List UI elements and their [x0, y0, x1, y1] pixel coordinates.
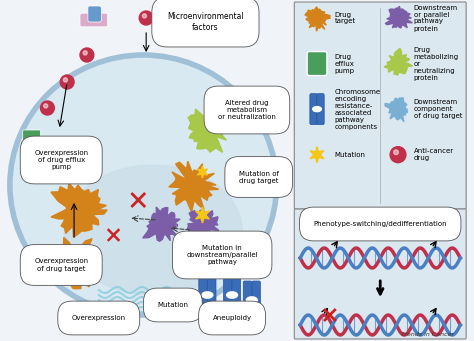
Text: Overexpression: Overexpression: [72, 315, 126, 321]
Text: Mutation of
drug target: Mutation of drug target: [239, 170, 279, 183]
Ellipse shape: [227, 292, 237, 298]
Text: Mutation in
downstream/parallel
pathway: Mutation in downstream/parallel pathway: [186, 245, 258, 265]
Text: Anti-cancer
drug: Anti-cancer drug: [414, 148, 454, 161]
Circle shape: [390, 147, 406, 163]
Polygon shape: [187, 209, 219, 244]
Polygon shape: [385, 6, 412, 28]
Polygon shape: [47, 237, 100, 289]
Circle shape: [169, 34, 173, 38]
Text: ⚡: ⚡: [179, 288, 188, 301]
Circle shape: [44, 104, 48, 108]
FancyBboxPatch shape: [243, 281, 252, 319]
FancyBboxPatch shape: [310, 94, 317, 124]
Polygon shape: [169, 161, 219, 212]
Text: Phenotype-switching/dedifferentiation: Phenotype-switching/dedifferentiation: [313, 221, 447, 227]
Text: Drug
metabolizing
or
neutralizing
protein: Drug metabolizing or neutralizing protei…: [414, 47, 459, 80]
Polygon shape: [197, 166, 208, 178]
FancyBboxPatch shape: [232, 276, 241, 314]
Text: Overexpression
of drug efflux
pump: Overexpression of drug efflux pump: [34, 150, 88, 170]
FancyBboxPatch shape: [88, 6, 101, 22]
Text: Downstream
or parallel
pathway
protein: Downstream or parallel pathway protein: [414, 4, 458, 31]
Ellipse shape: [10, 55, 276, 315]
Ellipse shape: [64, 165, 242, 295]
Circle shape: [142, 14, 146, 18]
Text: Trends in Cancer: Trends in Cancer: [401, 332, 454, 337]
Text: Drug
target: Drug target: [335, 12, 356, 25]
Text: Altered drug
metabolism
or neutralization: Altered drug metabolism or neutralizatio…: [218, 100, 276, 120]
Text: Microenvironmental
factors: Microenvironmental factors: [167, 12, 244, 32]
FancyBboxPatch shape: [294, 209, 466, 339]
Polygon shape: [310, 147, 324, 163]
Text: Drug
efflux
pump: Drug efflux pump: [335, 54, 355, 74]
FancyBboxPatch shape: [208, 276, 216, 314]
Circle shape: [40, 101, 55, 115]
Circle shape: [394, 150, 399, 155]
FancyBboxPatch shape: [199, 276, 207, 314]
FancyBboxPatch shape: [224, 276, 232, 314]
Polygon shape: [305, 7, 330, 31]
FancyBboxPatch shape: [23, 130, 40, 144]
FancyBboxPatch shape: [23, 148, 40, 162]
Circle shape: [80, 48, 94, 62]
Text: Downstream
component
of drug target: Downstream component of drug target: [414, 99, 462, 119]
Polygon shape: [384, 48, 412, 75]
Text: Mutation: Mutation: [335, 152, 366, 158]
Polygon shape: [196, 207, 210, 223]
Ellipse shape: [246, 297, 257, 303]
Ellipse shape: [202, 292, 213, 298]
FancyBboxPatch shape: [307, 51, 327, 76]
Circle shape: [166, 31, 180, 45]
Text: Overexpression
of drug target: Overexpression of drug target: [34, 258, 88, 271]
Circle shape: [83, 51, 87, 55]
Ellipse shape: [313, 107, 321, 112]
Polygon shape: [385, 98, 408, 122]
Polygon shape: [143, 207, 180, 241]
Circle shape: [64, 78, 67, 82]
Polygon shape: [51, 183, 107, 237]
Text: Chromosome
encoding
resistance-
associated
pathway
components: Chromosome encoding resistance- associat…: [335, 89, 381, 130]
FancyBboxPatch shape: [294, 2, 466, 209]
FancyBboxPatch shape: [317, 94, 324, 124]
FancyBboxPatch shape: [23, 166, 40, 180]
FancyBboxPatch shape: [252, 281, 260, 319]
Circle shape: [60, 75, 74, 89]
Text: Aneuploidy: Aneuploidy: [212, 315, 252, 321]
Polygon shape: [188, 107, 227, 152]
FancyBboxPatch shape: [80, 13, 108, 27]
Circle shape: [139, 11, 153, 25]
Text: Mutation: Mutation: [157, 302, 188, 308]
